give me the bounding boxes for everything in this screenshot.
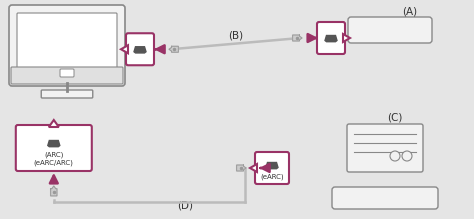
FancyBboxPatch shape <box>255 152 289 184</box>
Text: (eARC/ARC): (eARC/ARC) <box>34 159 74 166</box>
FancyBboxPatch shape <box>11 67 123 84</box>
FancyBboxPatch shape <box>60 69 74 77</box>
Text: (A): (A) <box>402 6 418 16</box>
Polygon shape <box>51 186 57 196</box>
Circle shape <box>390 151 400 161</box>
Polygon shape <box>266 162 278 169</box>
Polygon shape <box>48 141 60 147</box>
FancyBboxPatch shape <box>9 5 125 86</box>
FancyBboxPatch shape <box>126 33 154 65</box>
Text: (D): (D) <box>177 201 193 211</box>
Polygon shape <box>343 34 350 42</box>
FancyBboxPatch shape <box>348 17 432 43</box>
Polygon shape <box>134 47 146 53</box>
Polygon shape <box>237 165 246 171</box>
Polygon shape <box>169 46 178 52</box>
FancyBboxPatch shape <box>41 90 93 98</box>
Polygon shape <box>292 35 302 41</box>
Text: (eARC): (eARC) <box>260 173 284 180</box>
Text: (B): (B) <box>228 31 243 41</box>
Text: (C): (C) <box>387 112 403 122</box>
Circle shape <box>402 151 412 161</box>
FancyBboxPatch shape <box>317 22 345 54</box>
FancyBboxPatch shape <box>332 187 438 209</box>
Polygon shape <box>49 120 59 127</box>
FancyBboxPatch shape <box>17 13 117 78</box>
Text: (ARC): (ARC) <box>44 151 64 157</box>
FancyBboxPatch shape <box>16 125 92 171</box>
Polygon shape <box>121 45 128 53</box>
Polygon shape <box>250 164 257 172</box>
FancyBboxPatch shape <box>347 124 423 172</box>
Polygon shape <box>325 35 337 42</box>
